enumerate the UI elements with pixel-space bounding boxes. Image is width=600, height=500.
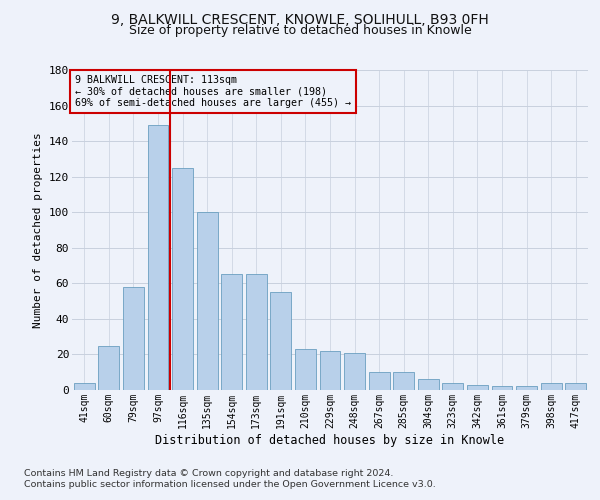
Bar [467, 384, 488, 390]
Bar [221, 274, 242, 390]
Text: 9 BALKWILL CRESCENT: 113sqm
← 30% of detached houses are smaller (198)
69% of se: 9 BALKWILL CRESCENT: 113sqm ← 30% of det… [74, 75, 350, 108]
Text: Contains public sector information licensed under the Open Government Licence v3: Contains public sector information licen… [24, 480, 436, 489]
Bar [565, 383, 586, 390]
Bar [197, 212, 218, 390]
Bar [98, 346, 119, 390]
Text: Size of property relative to detached houses in Knowle: Size of property relative to detached ho… [128, 24, 472, 37]
Bar [123, 287, 144, 390]
Bar [368, 372, 389, 390]
Y-axis label: Number of detached properties: Number of detached properties [34, 132, 43, 328]
Bar [516, 386, 537, 390]
Text: 9, BALKWILL CRESCENT, KNOWLE, SOLIHULL, B93 0FH: 9, BALKWILL CRESCENT, KNOWLE, SOLIHULL, … [111, 12, 489, 26]
X-axis label: Distribution of detached houses by size in Knowle: Distribution of detached houses by size … [155, 434, 505, 446]
Bar [491, 386, 512, 390]
Bar [393, 372, 414, 390]
Bar [295, 349, 316, 390]
Bar [320, 351, 340, 390]
Text: Contains HM Land Registry data © Crown copyright and database right 2024.: Contains HM Land Registry data © Crown c… [24, 468, 394, 477]
Bar [271, 292, 292, 390]
Bar [148, 125, 169, 390]
Bar [442, 383, 463, 390]
Bar [344, 352, 365, 390]
Bar [418, 380, 439, 390]
Bar [172, 168, 193, 390]
Bar [246, 274, 267, 390]
Bar [74, 383, 95, 390]
Bar [541, 383, 562, 390]
